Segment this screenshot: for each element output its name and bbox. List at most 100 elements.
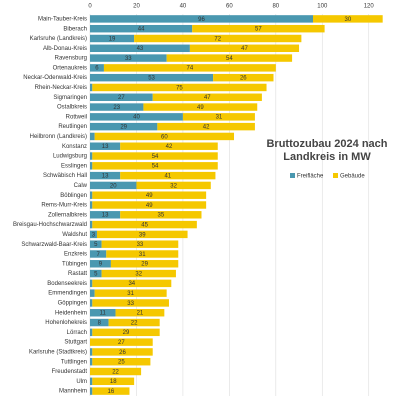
x-tick-label: 40: [180, 4, 187, 10]
bar-segment: [115, 309, 165, 317]
bar-segment: [136, 181, 211, 190]
data-label: 43: [137, 46, 144, 52]
bar-segment: [92, 357, 151, 366]
chart-title: Bruttozubau 2024 nach Landkreis in MW: [266, 138, 388, 163]
bar-segment: [92, 201, 207, 209]
data-label: 30: [344, 17, 351, 23]
bar-segment: [90, 279, 93, 288]
data-label: 75: [176, 85, 183, 91]
data-label: 33: [127, 301, 134, 307]
bar-segment: [90, 250, 107, 258]
data-label: 13: [102, 213, 109, 219]
bar-segment: [90, 181, 137, 190]
y-tick-label: Rems-Murr-Kreis: [41, 203, 87, 209]
y-tick-label: Waldshut: [62, 232, 87, 238]
data-label: 13: [102, 144, 109, 150]
data-label: 9: [99, 262, 103, 268]
y-tick-label: Ortenaukreis: [53, 65, 87, 71]
data-label: 74: [187, 66, 194, 72]
bar-segment: [157, 122, 255, 131]
data-label: 41: [164, 173, 171, 179]
x-tick-label: 60: [226, 4, 233, 10]
bar-segment: [90, 318, 109, 327]
y-tick-label: Mannheim: [59, 389, 87, 395]
y-tick-label: Rastatt: [68, 271, 87, 277]
bar-segment: [90, 54, 167, 62]
bar-segment: [92, 377, 135, 386]
data-label: 32: [135, 271, 142, 277]
bar-segment: [90, 220, 93, 229]
data-label: 26: [119, 350, 126, 356]
y-tick-label: Esslingen: [61, 163, 87, 169]
y-tick-label: Rottweil: [66, 114, 87, 120]
bar-segment: [92, 328, 160, 337]
bar-segment: [90, 15, 313, 23]
data-label: 54: [152, 164, 159, 170]
bar-segment: [92, 191, 207, 199]
data-label: 96: [198, 17, 205, 23]
bar-segment: [90, 240, 102, 248]
data-label: 8: [98, 320, 102, 326]
y-tick-label: Breisgau-Hochschwarzwald: [13, 222, 87, 228]
data-label: 26: [240, 76, 247, 82]
y-tick-label: Ulm: [76, 379, 87, 385]
bar-segment: [192, 24, 325, 33]
data-label: 3: [92, 232, 96, 238]
bar-segment: [213, 73, 274, 82]
bar-segment: [94, 289, 167, 297]
bar-segment: [189, 44, 300, 53]
data-label: 54: [226, 56, 233, 62]
bar-segment: [90, 24, 193, 33]
bar-segment: [90, 309, 116, 317]
bar-segment: [92, 220, 197, 229]
y-tick-label: Böblingen: [60, 193, 87, 199]
data-label: 18: [110, 379, 117, 385]
data-label: 20: [110, 183, 117, 189]
data-label: 53: [148, 76, 155, 82]
y-tick-label: Stuttgart: [64, 340, 87, 346]
bar-segment: [90, 122, 158, 131]
data-label: 7: [96, 252, 100, 258]
bar-segment: [143, 103, 258, 111]
bar-segment: [152, 93, 262, 101]
y-tick-label: Rhein-Neckar-Kreis: [35, 85, 87, 91]
legend-swatch: [333, 173, 338, 178]
bar-segment: [90, 73, 214, 82]
data-label: 21: [137, 311, 144, 317]
data-label: 49: [197, 105, 204, 111]
bar-segment: [90, 64, 104, 72]
data-label: 45: [141, 222, 148, 228]
bar-segment: [92, 279, 172, 288]
data-label: 42: [166, 144, 173, 150]
data-label: 34: [128, 281, 135, 287]
y-tick-label: Tuttlingen: [61, 359, 87, 365]
y-tick-label: Ostalbkreis: [57, 105, 87, 111]
data-label: 49: [146, 203, 153, 209]
bar-segment: [90, 191, 93, 199]
data-label: 5: [94, 242, 98, 248]
bar-segment: [108, 318, 160, 327]
data-label: 72: [214, 36, 221, 42]
y-tick-label: Emmendingen: [48, 291, 87, 297]
bar-segment: [110, 260, 179, 268]
y-tick-label: Reutlingen: [58, 124, 87, 130]
data-label: 27: [118, 340, 125, 346]
bar-segment: [312, 15, 383, 23]
bar-segment: [90, 260, 111, 268]
legend-label: Gebäude: [340, 174, 365, 180]
bar-segment: [90, 152, 93, 160]
bar-segment: [134, 34, 302, 43]
bar-segment: [90, 230, 97, 239]
y-tick-label: Enzkreis: [64, 252, 87, 258]
data-label: 31: [216, 115, 223, 121]
bar-segment: [90, 44, 190, 53]
data-label: 42: [203, 125, 210, 131]
bar-segment: [92, 83, 267, 92]
bar-segment: [90, 142, 121, 150]
bar-segment: [90, 367, 142, 376]
y-tick-label: Neckar-Odenwald-Kreis: [23, 75, 87, 81]
x-tick-label: 20: [133, 4, 140, 10]
bar-segment: [90, 93, 153, 101]
